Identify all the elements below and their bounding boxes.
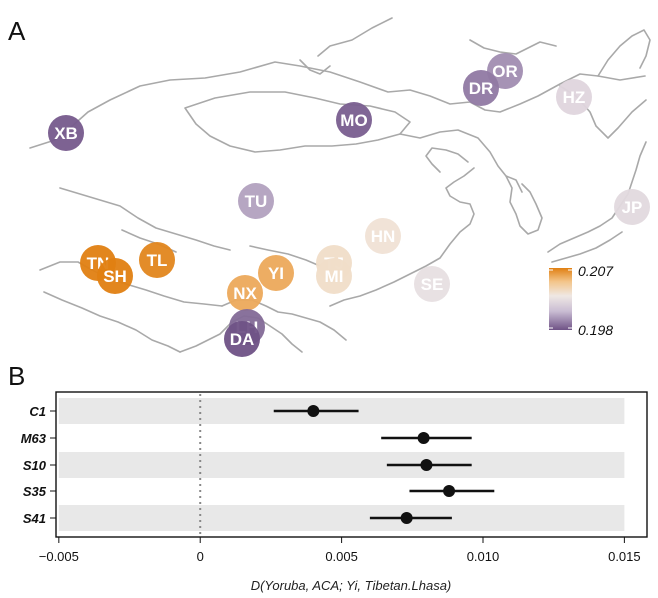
row-label: C1 [29, 404, 46, 419]
x-axis-ticks: −0.005 0 0.005 0.010 0.015 [39, 537, 641, 564]
population-marker-dr: DR [463, 70, 499, 106]
confidence-intervals [273, 405, 495, 524]
border-inner-1 [249, 245, 321, 267]
coast-kamchatka [597, 29, 651, 77]
population-label: MI [325, 267, 344, 286]
population-label: NX [233, 284, 257, 303]
population-label: XB [54, 124, 78, 143]
x-axis-title: D(Yoruba, ACA; Yi, Tibetan.Lhasa) [251, 578, 452, 593]
row-label: S35 [23, 484, 47, 499]
population-markers: XBMOORDRHZTUJPHNTJMISETNSHTLYINXLHDA [48, 53, 650, 357]
population-marker-tu: TU [238, 183, 274, 219]
x-tick-label: 0.015 [608, 549, 641, 564]
estimate-point-s41 [400, 512, 413, 524]
population-circle [227, 275, 263, 311]
forest-plot: C1 M63 S10 S35 S41 −0.005 0 0.005 0.010 0.015 D(… [21, 391, 648, 593]
population-marker-hz: HZ [556, 79, 592, 115]
population-marker-mi: MI [316, 258, 352, 294]
population-circle [238, 183, 274, 219]
population-label: TL [147, 251, 168, 270]
population-marker-hn: HN [365, 218, 401, 254]
x-tick-label: 0.005 [325, 549, 358, 564]
x-tick-label: 0 [197, 549, 204, 564]
row-band [58, 505, 625, 531]
legend-max-label: 0.207 [578, 263, 614, 279]
estimate-point-s35 [443, 485, 456, 497]
coast-japan-south [551, 231, 623, 263]
population-label: SE [421, 275, 444, 294]
panel-b-letter: B [8, 361, 25, 391]
population-circle [224, 321, 260, 357]
population-marker-se: SE [414, 266, 450, 302]
population-circle [556, 79, 592, 115]
coast-china [329, 167, 475, 307]
coast-okhotsk-east [469, 39, 557, 55]
population-circle [365, 218, 401, 254]
population-marker-jp: JP [614, 189, 650, 225]
border-mongolia [184, 91, 411, 153]
population-label: DR [469, 79, 494, 98]
population-label: HN [371, 227, 396, 246]
population-circle [614, 189, 650, 225]
population-label: JP [622, 198, 643, 217]
estimate-point-c1 [307, 405, 320, 417]
estimate-point-s10 [420, 459, 433, 471]
population-circle [48, 115, 84, 151]
row-labels: C1 M63 S10 S35 S41 [21, 404, 56, 526]
row-label: S10 [23, 458, 47, 473]
population-marker-nx: NX [227, 275, 263, 311]
population-marker-xb: XB [48, 115, 84, 151]
population-label: MO [340, 111, 367, 130]
row-label: S41 [23, 511, 46, 526]
coast-bohai [425, 147, 469, 173]
population-label: YI [268, 264, 284, 283]
x-tick-label: 0.010 [467, 549, 500, 564]
population-marker-sh: SH [97, 258, 133, 294]
population-marker-yi: YI [258, 255, 294, 291]
population-circle [139, 242, 175, 278]
row-bands [58, 398, 625, 531]
population-label: DA [230, 330, 255, 349]
population-marker-mo: MO [336, 102, 372, 138]
x-tick-label: −0.005 [39, 549, 79, 564]
border-india [43, 291, 181, 353]
border-china-north [399, 129, 523, 193]
border-mongolia-north [29, 61, 646, 149]
population-circle [258, 255, 294, 291]
population-circle [336, 102, 372, 138]
border-west [59, 187, 231, 251]
population-label: TU [245, 192, 268, 211]
population-circle [316, 258, 352, 294]
population-label: HZ [563, 88, 586, 107]
population-label: OR [492, 62, 518, 81]
legend-min-label: 0.198 [578, 322, 613, 338]
population-marker-da: DA [224, 321, 260, 357]
population-circle [414, 266, 450, 302]
lake-baikal [299, 59, 331, 75]
population-circle [463, 70, 499, 106]
border-korea [505, 175, 543, 235]
population-circle [97, 258, 133, 294]
coast-sea-of-okhotsk [317, 17, 393, 57]
row-band [58, 452, 625, 478]
population-marker-tl: TL [139, 242, 175, 278]
row-label: M63 [21, 431, 47, 446]
population-label: SH [103, 267, 127, 286]
legend-colorbar [549, 268, 572, 330]
estimate-point-m63 [417, 432, 430, 444]
panel-a-letter: A [8, 16, 26, 46]
